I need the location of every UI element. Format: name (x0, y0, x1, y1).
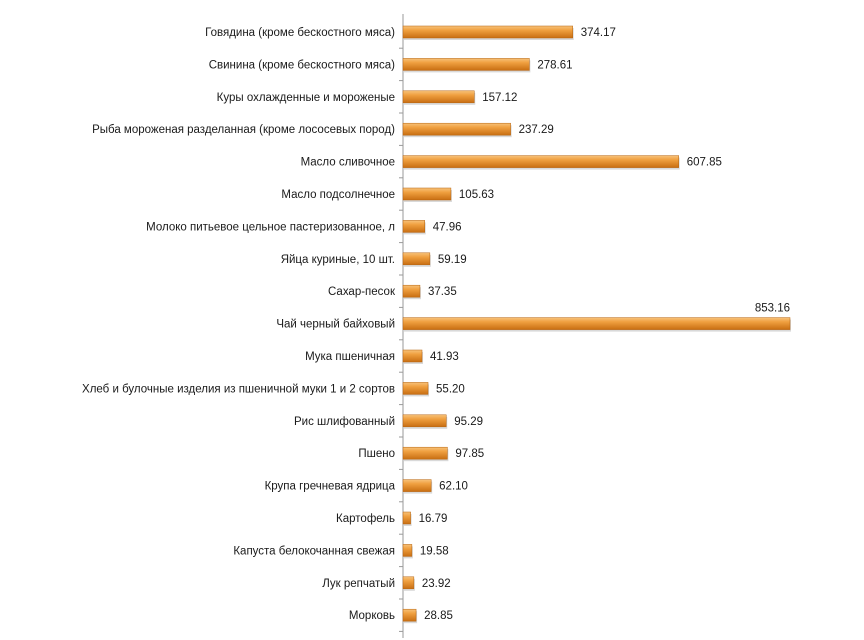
value-label: 105.63 (459, 189, 494, 201)
bar (402, 58, 530, 71)
category-label: Пшено (358, 448, 395, 460)
value-label: 607.85 (687, 157, 722, 169)
value-label: 55.20 (436, 383, 465, 395)
bar (402, 349, 423, 363)
value-label: 16.79 (419, 513, 448, 525)
bar (402, 90, 475, 104)
category-label: Крупа гречневая ядрица (265, 481, 396, 493)
bar (402, 446, 448, 460)
value-label: 237.29 (519, 124, 554, 136)
category-label: Чай черный байховый (276, 319, 395, 331)
bar (402, 317, 791, 330)
category-label: Лук репчатый (322, 578, 395, 590)
category-label: Рис шлифованный (294, 416, 395, 428)
value-label: 853.16 (755, 303, 790, 315)
bar (402, 122, 511, 136)
bar (402, 25, 573, 39)
category-label: Говядина (кроме бескостного мяса) (205, 27, 395, 39)
bar (402, 187, 452, 201)
value-label: 374.17 (581, 27, 616, 39)
category-label: Капуста белокочанная свежая (233, 545, 395, 557)
category-label: Молоко питьевое цельное пастеризованное,… (146, 221, 395, 233)
bar (402, 382, 429, 395)
value-label: 97.85 (455, 448, 484, 460)
bar (402, 511, 411, 525)
category-label: Масло подсолнечное (281, 189, 395, 201)
value-label: 157.12 (482, 92, 517, 104)
bar (402, 220, 426, 233)
bar (402, 284, 421, 298)
category-label: Рыба мороженая разделанная (кроме лососе… (92, 124, 395, 136)
value-label: 95.29 (454, 416, 483, 428)
bar (402, 479, 432, 492)
value-label: 28.85 (424, 610, 453, 622)
category-label: Куры охлажденные и мороженые (217, 92, 395, 104)
bar (402, 155, 679, 168)
value-label: 59.19 (438, 254, 467, 266)
category-label: Свинина (кроме бескостного мяса) (209, 59, 395, 71)
value-label: 41.93 (430, 351, 459, 363)
bar (402, 544, 413, 557)
category-label: Яйца куриные, 10 шт. (281, 254, 395, 266)
bar (402, 608, 417, 622)
value-label: 19.58 (420, 545, 449, 557)
value-label: 37.35 (428, 286, 457, 298)
value-label: 23.92 (422, 578, 451, 590)
category-label: Мука пшеничная (305, 351, 395, 363)
category-label: Сахар-песок (328, 286, 396, 298)
category-label: Масло сливочное (301, 157, 395, 169)
value-label: 62.10 (439, 481, 468, 493)
value-label: 47.96 (433, 221, 462, 233)
category-label: Картофель (336, 513, 395, 525)
category-label: Хлеб и булочные изделия из пшеничной мук… (82, 383, 395, 395)
bar (402, 414, 447, 428)
bar (402, 252, 431, 266)
category-label: Морковь (349, 610, 395, 622)
bar (402, 576, 415, 590)
value-label: 278.61 (537, 59, 572, 71)
